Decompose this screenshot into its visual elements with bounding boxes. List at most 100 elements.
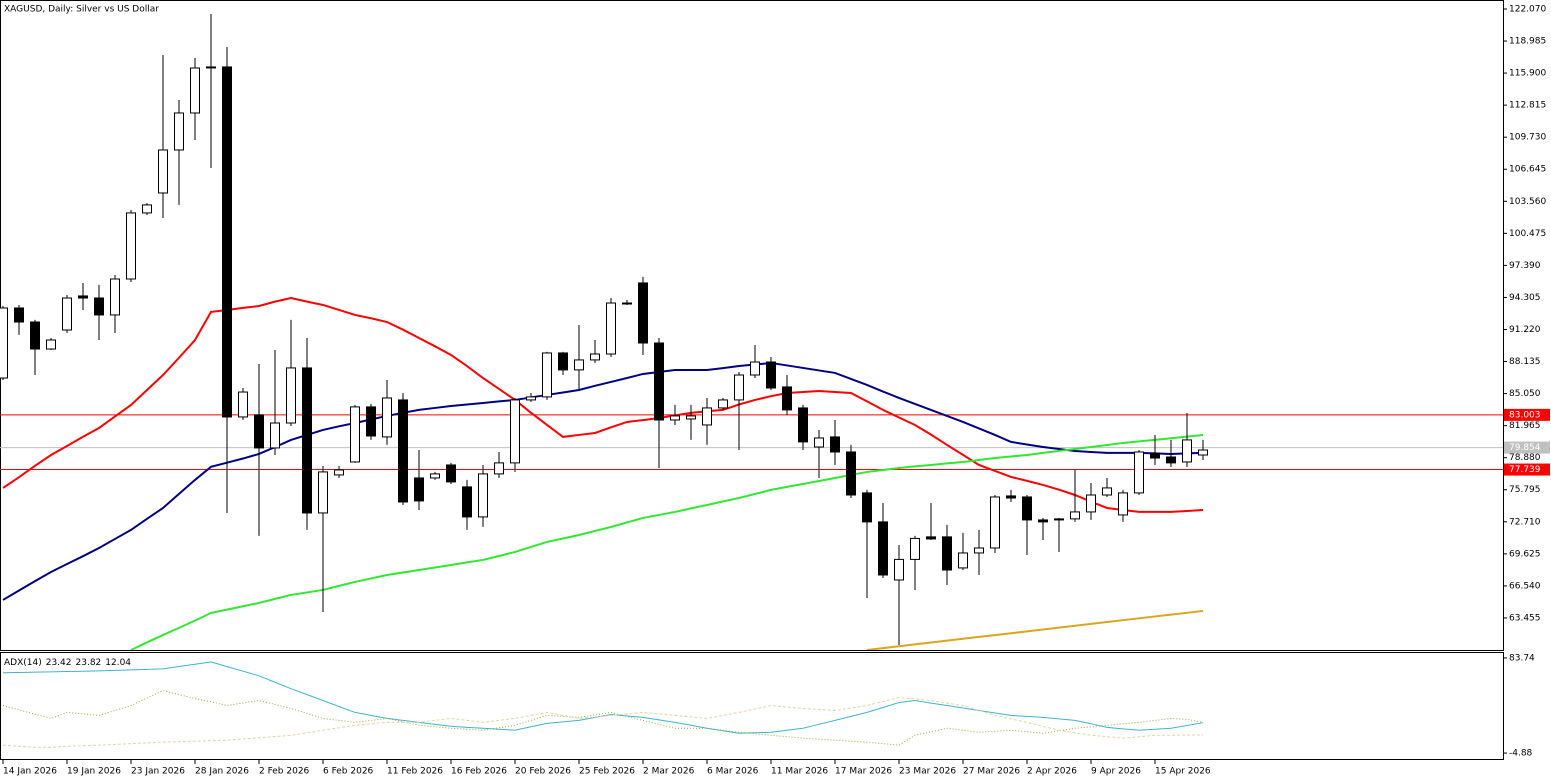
- candle-body: [558, 352, 568, 371]
- indicator-line: [866, 609, 1204, 650]
- adx-name: ADX(14): [4, 658, 42, 668]
- axes: 122.070 118.985 115.900 112.815 109.730 106.6…: [2, 4, 1550, 777]
- candle-body: [542, 352, 552, 398]
- candle-body: [830, 436, 840, 453]
- y-tick-label: 91.220: [1509, 325, 1541, 335]
- x-tick-label: 23 Mar 2026: [899, 767, 956, 777]
- candle-body: [366, 406, 376, 437]
- candle-body: [926, 536, 936, 540]
- candle-body: [126, 212, 136, 280]
- candle-body: [1086, 494, 1096, 513]
- y-tick-label: 88.135: [1509, 357, 1541, 367]
- candle-body: [46, 339, 56, 350]
- candle-body: [206, 66, 216, 69]
- candle-body: [302, 367, 312, 514]
- candle-body: [606, 302, 616, 355]
- candle-body: [1150, 452, 1160, 459]
- candle-body: [622, 302, 632, 305]
- x-tick-label: 2 Mar 2026: [643, 767, 695, 777]
- candle-body: [1134, 451, 1144, 494]
- candle-body: [734, 374, 744, 401]
- candle-body: [862, 492, 872, 523]
- price-label-box: [1504, 463, 1550, 476]
- candle-body: [1182, 439, 1192, 463]
- adx-title: ADX(14) 23.42 23.82 12.04: [4, 658, 131, 668]
- candle-body: [14, 307, 24, 323]
- candle-body: [990, 496, 1000, 549]
- y-tick-label: 115.900: [1509, 69, 1546, 79]
- y-tick-label: 69.625: [1509, 549, 1541, 559]
- chart-title: XAGUSD, Daily: Silver vs US Dollar: [4, 5, 159, 15]
- x-tick-label: 15 Apr 2026: [1155, 767, 1211, 777]
- y-tick-label: 75.795: [1509, 485, 1541, 495]
- candle-body: [142, 204, 152, 214]
- candle-body: [1006, 495, 1016, 499]
- y-tick-label: 66.540: [1509, 581, 1541, 591]
- x-tick-label: 28 Jan 2026: [195, 767, 249, 777]
- x-tick-label: 19 Jan 2026: [67, 767, 121, 777]
- candle-body: [654, 342, 664, 421]
- x-tick-label: 17 Mar 2026: [835, 767, 892, 777]
- indicator-line: [2, 690, 1204, 746]
- indicator-line: [2, 697, 1204, 748]
- adx-value: 23.42: [46, 658, 72, 668]
- indicator-line: [2, 661, 1204, 734]
- y-tick-label: 106.645: [1509, 165, 1546, 175]
- candle-body: [958, 552, 968, 569]
- candle-body: [286, 367, 296, 424]
- candle-body: [942, 536, 952, 571]
- candle-body: [414, 477, 424, 502]
- x-tick-label: 14 Jan 2026: [3, 767, 57, 777]
- candle-body: [1054, 518, 1064, 521]
- candle-body: [590, 353, 600, 361]
- candle-body: [318, 471, 328, 514]
- candle-body: [1038, 519, 1048, 523]
- x-tick-label: 2 Feb 2026: [259, 767, 310, 777]
- candle-body: [510, 399, 520, 464]
- indicator-line: [130, 433, 1204, 650]
- x-tick-label: 11 Mar 2026: [771, 767, 828, 777]
- x-tick-label: 6 Feb 2026: [323, 767, 374, 777]
- y-tick-label: 118.985: [1509, 37, 1546, 47]
- candle-body: [782, 386, 792, 411]
- y-tick-label: 109.730: [1509, 133, 1546, 143]
- candle-body: [702, 407, 712, 426]
- candle-body: [462, 486, 472, 518]
- price-label: 79.854: [1509, 443, 1541, 453]
- y-tick-label: 112.815: [1509, 101, 1546, 111]
- candle-body: [718, 399, 728, 409]
- candle-body: [334, 469, 344, 476]
- candle-body: [814, 437, 824, 448]
- price-label: 83.003: [1509, 410, 1541, 420]
- adx-value: 12.04: [105, 658, 131, 668]
- candle-body: [526, 396, 536, 401]
- candle-body: [238, 391, 248, 418]
- candle-body: [254, 414, 264, 449]
- candle-body: [30, 321, 40, 350]
- y-tick-label: 85.050: [1509, 389, 1541, 399]
- candle-body: [894, 558, 904, 581]
- candle-body: [350, 406, 360, 463]
- adx-value: 23.82: [76, 658, 102, 668]
- price-label-box: [1504, 441, 1550, 454]
- candle-body: [494, 462, 504, 475]
- candle-body: [158, 149, 168, 194]
- candle-body: [62, 297, 72, 331]
- x-tick-label: 9 Apr 2026: [1091, 767, 1141, 777]
- candle-body: [878, 521, 888, 576]
- y-tick-label: 78.880: [1509, 453, 1541, 463]
- indicator-line: [2, 361, 1204, 601]
- x-tick-label: 6 Mar 2026: [707, 767, 759, 777]
- candle-body: [478, 473, 488, 518]
- y-tick-label: 83.74: [1509, 653, 1535, 663]
- price-label-box: [1504, 408, 1550, 421]
- candle-body: [382, 397, 392, 438]
- adx-plot: [2, 661, 1204, 748]
- indicator-line: [2, 296, 1204, 513]
- x-tick-label: 25 Feb 2026: [579, 767, 635, 777]
- candle-body: [670, 415, 680, 421]
- candle-body: [574, 359, 584, 371]
- candle-body: [270, 422, 280, 449]
